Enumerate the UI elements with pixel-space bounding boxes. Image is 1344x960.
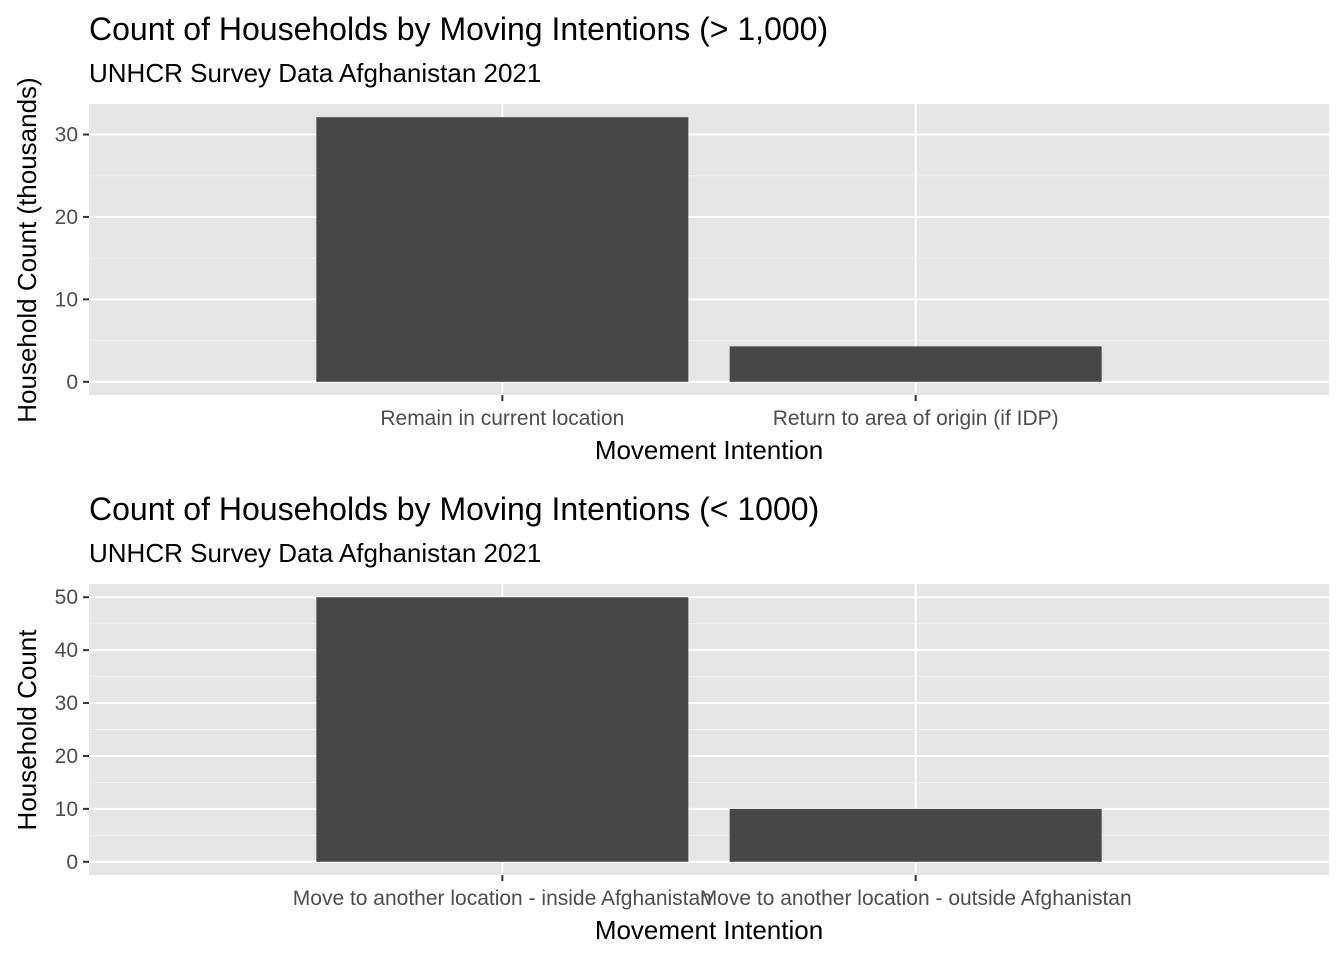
y-tick-label: 20 (55, 206, 78, 229)
x-tick-label: Move to another location - inside Afghan… (293, 887, 712, 910)
chart-2: Count of Households by Moving Intentions… (12, 491, 1329, 945)
y-tick-label: 0 (66, 851, 78, 874)
bar-1 (316, 597, 689, 862)
chart-1-subtitle: UNHCR Survey Data Afghanistan 2021 (89, 58, 541, 88)
chart-1-panel (89, 104, 1329, 395)
y-tick-label: 10 (55, 798, 78, 821)
y-tick-label: 20 (55, 745, 78, 768)
chart-1-bars (316, 117, 1102, 382)
chart-1-y-axis-title: Household Count (thousands) (12, 77, 42, 422)
chart-1-ticks: 0 10 20 30 Remain in current location Return … (55, 124, 1059, 430)
chart-1-title: Count of Households by Moving Intentions… (89, 11, 828, 47)
chart-1-major-gridlines (89, 104, 1329, 395)
y-tick-label: 50 (55, 586, 78, 609)
chart-2-subtitle: UNHCR Survey Data Afghanistan 2021 (89, 538, 541, 568)
chart-2-title: Count of Households by Moving Intentions… (89, 491, 819, 527)
y-tick-label: 0 (66, 371, 78, 394)
chart-1-x-axis-title: Movement Intention (595, 435, 823, 465)
chart-1-minor-gridlines (89, 175, 1329, 342)
chart-2-x-axis-title: Movement Intention (595, 915, 823, 945)
y-tick-label: 40 (55, 639, 78, 662)
y-tick-label: 10 (55, 288, 78, 311)
bar-2 (729, 808, 1102, 862)
bar-2 (729, 346, 1102, 382)
chart-2-ticks: 0 10 20 30 40 50 Move to another location - in… (55, 586, 1132, 910)
x-tick-label: Return to area of origin (if IDP) (773, 407, 1059, 430)
chart-2-y-axis-title: Household Count (12, 629, 42, 831)
y-tick-label: 30 (55, 692, 78, 715)
bar-1 (316, 117, 689, 382)
chart-2-minor-gridlines (89, 623, 1329, 836)
chart-2-bars (316, 597, 1102, 862)
chart-1: Count of Households by Moving Intentions… (12, 11, 1329, 465)
y-tick-label: 30 (55, 124, 78, 147)
chart-2-major-gridlines (89, 584, 1329, 875)
x-tick-label: Move to another location - outside Afgha… (700, 887, 1132, 910)
x-tick-label: Remain in current location (380, 407, 624, 430)
